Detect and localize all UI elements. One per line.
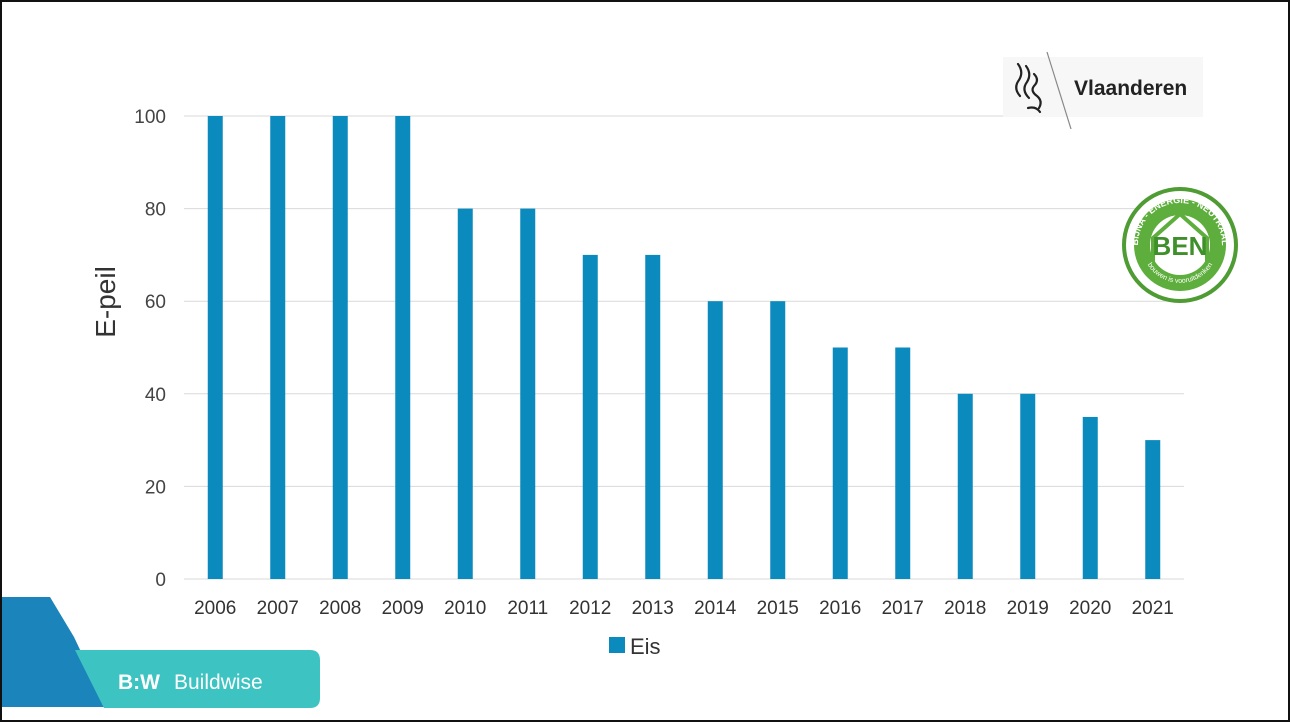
x-tick-label: 2021	[1132, 598, 1174, 619]
x-tick-label: 2008	[319, 598, 361, 619]
x-tick-label: 2009	[382, 598, 424, 619]
bar-2020	[1082, 416, 1098, 579]
ben-text: BEN	[1153, 231, 1208, 261]
x-tick-label: 2016	[819, 598, 861, 619]
x-tick-label: 2015	[757, 598, 799, 619]
buildwise-dark-shape	[2, 597, 107, 707]
vlaanderen-logo: Vlaanderen	[1003, 51, 1203, 130]
logo-divider	[1046, 51, 1072, 130]
y-tick-label: 0	[155, 570, 166, 591]
bar-2011	[520, 208, 536, 579]
lion-icon	[1015, 62, 1042, 114]
bar-2018	[957, 393, 973, 579]
buildwise-logo: B:W Buildwise	[2, 597, 320, 708]
buildwise-mark: B:W	[118, 671, 160, 694]
x-tick-label: 2007	[257, 598, 299, 619]
house-icon	[1151, 211, 1209, 270]
bar-2017	[895, 347, 911, 579]
x-tick-label: 2018	[944, 598, 986, 619]
x-tick-label: 2017	[882, 598, 924, 619]
legend-label: Eis	[630, 634, 661, 659]
y-tick-label: 80	[145, 200, 166, 221]
x-tick-label: 2011	[507, 598, 548, 619]
x-ticks: 2006 2007 2008 2009 2010 2011 2012 2013 2014 2015…	[194, 598, 1174, 619]
x-tick-label: 2020	[1069, 598, 1111, 619]
bar-2016	[832, 347, 848, 579]
y-tick-label: 20	[145, 477, 166, 498]
x-tick-label: 2012	[569, 598, 611, 619]
bar-2021	[1145, 440, 1161, 579]
bar-2010	[457, 208, 473, 579]
buildwise-wordmark: Buildwise	[174, 671, 263, 694]
bar-2006	[207, 116, 223, 579]
x-tick-label: 2019	[1007, 598, 1049, 619]
bar-2014	[707, 301, 723, 579]
bar-2009	[395, 116, 411, 579]
x-tick-label: 2014	[694, 598, 737, 619]
bar-2007	[270, 116, 286, 579]
y-tick-label: 40	[145, 385, 166, 406]
vlaanderen-wordmark: Vlaanderen	[1074, 77, 1187, 100]
gridlines	[184, 115, 1184, 580]
y-axis-label: E-peil	[90, 266, 121, 338]
x-tick-label: 2013	[632, 598, 674, 619]
buildwise-teal-shape	[75, 650, 320, 708]
bar-2015	[770, 301, 786, 579]
bar-2019	[1020, 393, 1036, 579]
bar-2013	[645, 254, 661, 579]
bars	[207, 116, 1161, 579]
y-tick-label: 60	[145, 292, 166, 313]
legend-swatch	[609, 637, 625, 653]
y-tick-label: 100	[134, 107, 166, 128]
bar-2012	[582, 254, 598, 579]
ben-badge: BEN BIJNA - ENERGIE - NEUTRAAL bouwen is…	[1122, 187, 1238, 303]
x-tick-label: 2006	[194, 598, 236, 619]
y-ticks: 0 20 40 60 80 100	[134, 107, 166, 591]
x-tick-label: 2010	[444, 598, 486, 619]
bar-2008	[332, 116, 348, 579]
legend: Eis	[609, 634, 661, 659]
